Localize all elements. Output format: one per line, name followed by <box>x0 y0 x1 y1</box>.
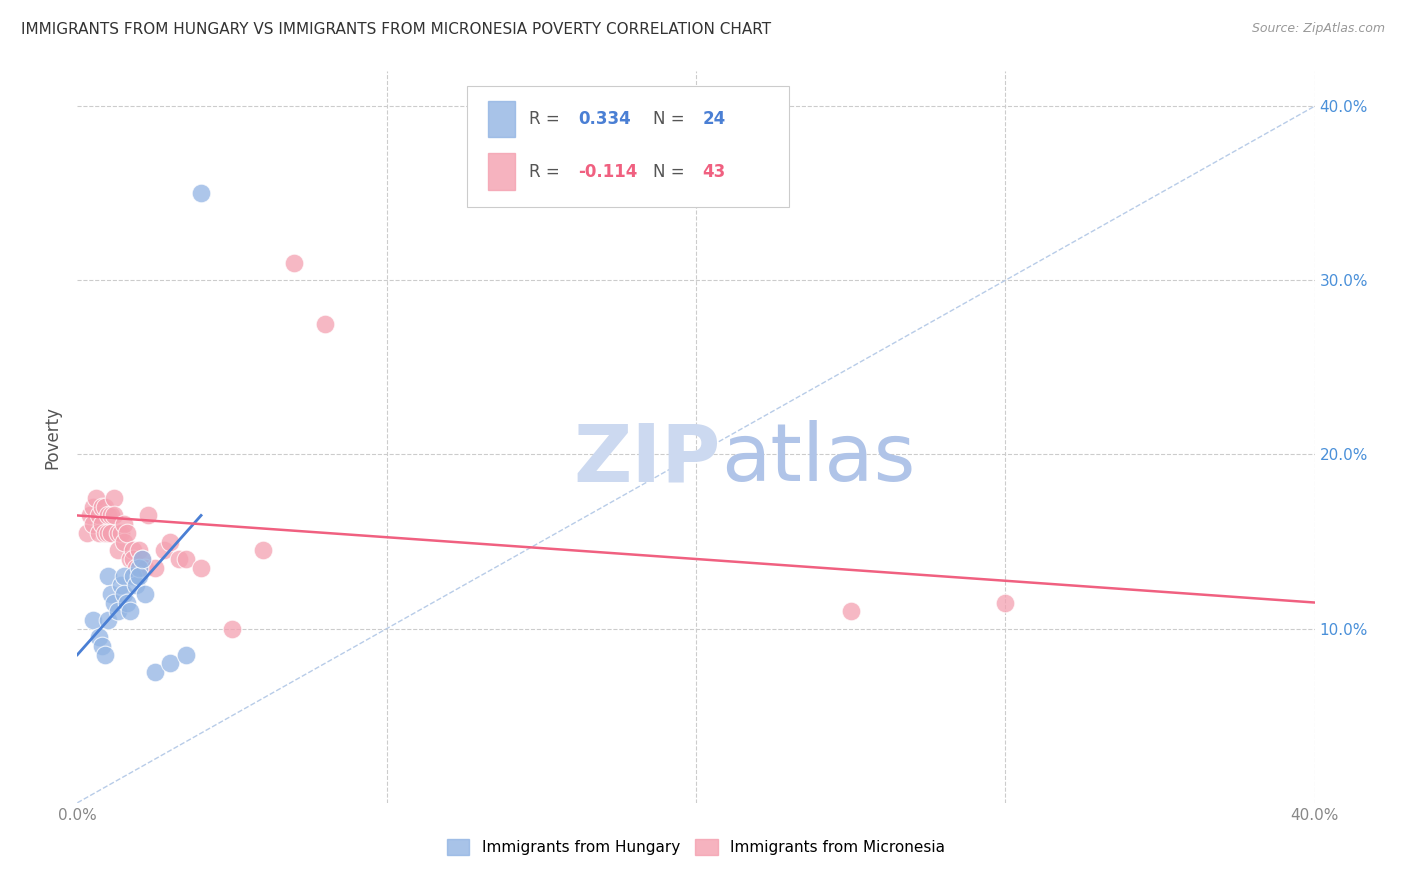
Text: Source: ZipAtlas.com: Source: ZipAtlas.com <box>1251 22 1385 36</box>
Point <box>190 186 212 201</box>
Point <box>76 525 98 540</box>
Point <box>839 604 862 618</box>
Point <box>112 517 135 532</box>
Point <box>87 508 110 523</box>
Bar <box>488 153 516 190</box>
Point <box>125 560 148 574</box>
Point <box>174 648 197 662</box>
Text: 24: 24 <box>702 110 725 128</box>
Point <box>125 578 148 592</box>
Legend: Immigrants from Hungary, Immigrants from Micronesia: Immigrants from Hungary, Immigrants from… <box>440 833 952 861</box>
Point <box>82 613 104 627</box>
Point <box>107 543 129 558</box>
Point <box>91 517 114 532</box>
Point <box>82 517 104 532</box>
Point <box>115 525 138 540</box>
Text: ZIP: ZIP <box>574 420 721 498</box>
Point <box>82 500 104 514</box>
Point <box>153 543 176 558</box>
Point <box>131 552 153 566</box>
Point <box>97 613 120 627</box>
Text: N =: N = <box>652 110 689 128</box>
Point <box>174 552 197 566</box>
Point <box>283 256 305 270</box>
Text: atlas: atlas <box>721 420 915 498</box>
Point <box>221 622 243 636</box>
Point <box>122 569 145 583</box>
Point <box>103 508 125 523</box>
Text: R =: R = <box>529 162 565 180</box>
Text: -0.114: -0.114 <box>578 162 638 180</box>
Text: IMMIGRANTS FROM HUNGARY VS IMMIGRANTS FROM MICRONESIA POVERTY CORRELATION CHART: IMMIGRANTS FROM HUNGARY VS IMMIGRANTS FR… <box>21 22 772 37</box>
Point <box>190 560 212 574</box>
Point <box>91 500 114 514</box>
Point <box>97 508 120 523</box>
FancyBboxPatch shape <box>467 86 789 207</box>
Point <box>159 534 181 549</box>
Point <box>128 560 150 574</box>
Point <box>118 552 141 566</box>
Point <box>128 543 150 558</box>
Point <box>103 595 125 609</box>
Text: 0.334: 0.334 <box>578 110 631 128</box>
Point <box>87 525 110 540</box>
Point <box>131 552 153 566</box>
Point <box>110 578 132 592</box>
Point <box>112 534 135 549</box>
Point <box>118 604 141 618</box>
Point <box>94 500 117 514</box>
Point <box>107 604 129 618</box>
Point <box>100 587 122 601</box>
Point <box>994 595 1017 609</box>
Point <box>314 317 336 331</box>
Point <box>107 525 129 540</box>
Point <box>122 543 145 558</box>
Point <box>134 587 156 601</box>
Point <box>122 552 145 566</box>
Point <box>159 657 181 671</box>
Point <box>94 648 117 662</box>
Point <box>110 525 132 540</box>
Y-axis label: Poverty: Poverty <box>44 406 62 468</box>
Text: R =: R = <box>529 110 565 128</box>
Point <box>103 491 125 505</box>
Point <box>115 595 138 609</box>
Point <box>252 543 274 558</box>
Point <box>134 560 156 574</box>
Point <box>100 508 122 523</box>
Point <box>128 569 150 583</box>
Point <box>94 525 117 540</box>
Point <box>97 525 120 540</box>
Point <box>143 560 166 574</box>
Point <box>112 587 135 601</box>
Point <box>84 491 107 505</box>
Text: 43: 43 <box>702 162 725 180</box>
Bar <box>488 101 516 137</box>
Point <box>97 569 120 583</box>
Text: N =: N = <box>652 162 689 180</box>
Point <box>79 508 101 523</box>
Point <box>138 508 160 523</box>
Point <box>87 631 110 645</box>
Point <box>100 525 122 540</box>
Point <box>112 569 135 583</box>
Point <box>91 639 114 653</box>
Point <box>143 665 166 680</box>
Point <box>169 552 191 566</box>
